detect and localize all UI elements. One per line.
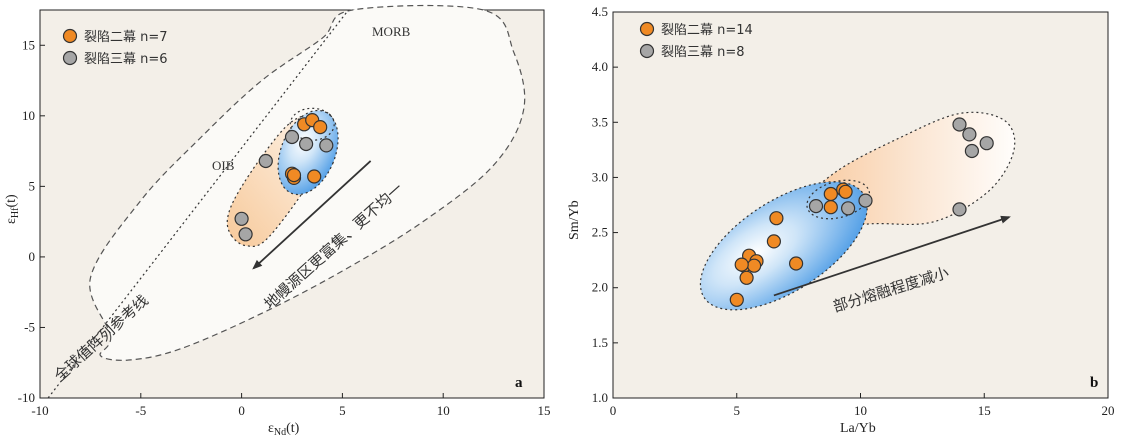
y-tick-label: 1.5 [592,335,608,350]
legend-marker [639,21,655,37]
transition-cluster-outline [806,179,871,220]
y-tick-label: 0 [29,249,36,264]
panel-a-trend-arrow [252,160,372,270]
y-tick-label: -10 [18,390,35,405]
data-point-series-1 [823,186,838,202]
x-tick-label: -5 [135,403,146,418]
legend-marker [62,50,78,66]
data-point-series-1 [739,270,754,285]
y-tick-label: 4.5 [592,4,608,19]
y-tick-label: 2.0 [592,280,608,295]
x-tick-label: 15 [538,403,551,418]
data-point-series-2 [258,153,273,169]
y-tick-label: -5 [24,319,35,334]
data-point-series-1 [729,292,744,307]
data-point-series-1 [307,169,322,184]
y-tick-label: 10 [22,108,35,123]
x-tick-label: 10 [854,403,867,418]
data-point-series-2 [284,129,300,145]
legend-entry: 裂陷三幕 n=8 [661,45,745,60]
reference-line [47,9,349,399]
legend-entry: 裂陷三幕 n=6 [84,52,168,67]
legend-marker [62,28,78,44]
oib-label: OIB [212,158,235,173]
data-point-series-1 [769,211,784,226]
data-point-series-1 [313,119,328,135]
panel-b-ylabel: Sm/Yb [567,200,582,240]
y-tick-label: 3.0 [592,169,608,184]
data-point-series-2 [234,211,249,226]
data-point-series-2 [979,136,994,151]
panel-b-trend-arrow [773,215,1011,297]
data-point-series-2 [952,202,967,217]
legend-marker [639,43,655,59]
morb-label: MORB [372,24,411,39]
panel-b-xlabel: La/Yb [840,421,876,436]
data-point-series-2 [808,199,824,214]
legend-entry: 裂陷二幕 n=7 [84,30,168,45]
data-point-series-2 [840,201,856,216]
y-tick-label: 1.0 [592,390,608,405]
y-tick-label: 3.5 [592,114,608,129]
x-tick-label: 10 [437,403,450,418]
y-tick-label: 2.5 [592,225,608,240]
x-tick-label: 0 [610,403,617,418]
data-point-series-2 [962,127,977,142]
legend-entry: 裂陷二幕 n=14 [661,23,753,38]
data-point-series-1 [823,200,838,215]
panel-a-ylabel: εHf(t) [4,194,21,224]
cluster-outline [289,107,335,141]
data-point-series-1 [286,168,302,183]
x-tick-label: 0 [238,403,245,418]
x-tick-label: 15 [978,403,991,418]
data-point-series-1 [746,258,762,273]
data-point-series-2 [319,138,334,153]
panel-a-xlabel: εNd(t) [268,421,300,438]
x-tick-label: 5 [734,403,741,418]
x-tick-label: 5 [339,403,346,418]
data-point-series-2 [964,143,980,159]
panel-b-label: b [1090,375,1098,391]
data-point-series-2 [858,193,873,208]
data-point-series-2 [238,227,253,242]
x-tick-label: -10 [31,403,48,418]
x-tick-label: 20 [1102,403,1115,418]
data-point-series-1 [838,184,853,199]
panel-b: 0 5 10 15 20 1.0 1.5 2.0 2.5 3.0 3.5 4.0 4.5 裂陷二幕 n=… [567,4,1115,436]
y-tick-label: 4.0 [592,59,608,74]
y-tick-label: 15 [22,37,35,52]
data-point-series-1 [788,256,804,271]
data-point-series-2 [299,136,314,152]
data-point-series-1 [766,234,782,249]
data-point-series-2 [952,117,967,132]
y-tick-label: 5 [29,178,36,193]
data-point-series-1 [734,257,749,272]
panel-a-label: a [515,375,523,391]
